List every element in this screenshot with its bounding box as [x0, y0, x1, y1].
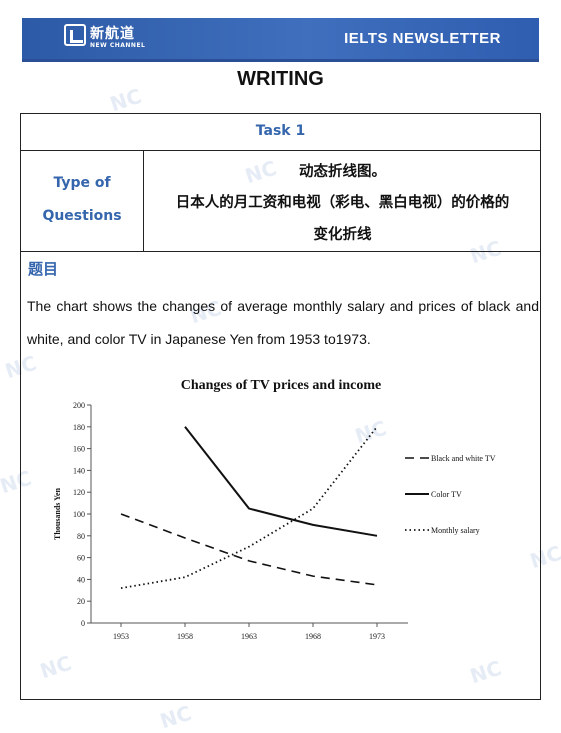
- question-text: The chart shows the changes of average m…: [27, 298, 539, 347]
- y-tick-label: 60: [77, 554, 85, 563]
- y-tick-label: 20: [77, 597, 85, 606]
- y-tick-label: 180: [73, 423, 85, 432]
- section-title: WRITING: [237, 68, 324, 90]
- logo-english-text: NEW CHANNEL: [90, 42, 146, 49]
- y-tick-label: 140: [73, 466, 85, 475]
- question-type-row: Type of Questions 动态折线图。 日本人的月工资和电视（彩电、黑…: [20, 151, 541, 252]
- newsletter-header: 新航道 NEW CHANNEL IELTS NEWSLETTER: [22, 18, 539, 60]
- series-line-color-tv: [184, 426, 378, 537]
- header-divider: [22, 59, 539, 62]
- type-description-line1: 动态折线图。: [299, 164, 386, 180]
- new-channel-logo-icon: [64, 24, 86, 46]
- task-frame: [20, 113, 541, 700]
- question-heading: 题目: [28, 260, 59, 278]
- x-tick-label: 1963: [241, 632, 257, 641]
- type-label-line1: Type of: [53, 175, 111, 191]
- y-tick-label: 80: [77, 532, 85, 541]
- line-chart-svg: Changes of TV prices and income 0 20 40 60 80…: [53, 378, 496, 641]
- series-line-monthly-salary: [120, 426, 378, 590]
- y-tick-label: 40: [77, 575, 85, 584]
- x-tick-label: 1973: [369, 632, 385, 641]
- type-label-line2: Questions: [42, 208, 122, 224]
- newsletter-title: IELTS NEWSLETTER: [344, 30, 501, 47]
- logo-chinese-text: 新航道: [90, 26, 135, 42]
- chart-title: Changes of TV prices and income: [181, 378, 382, 393]
- type-description-line3: 变化折线: [313, 227, 372, 243]
- x-tick-label: 1958: [177, 632, 193, 641]
- y-tick-label: 100: [73, 510, 85, 519]
- x-tick-label: 1953: [113, 632, 129, 641]
- y-axis-label: Thousands Yen: [53, 487, 62, 540]
- y-tick-label: 160: [73, 445, 85, 454]
- question-type-label: Type of Questions: [20, 151, 144, 251]
- line-chart: Changes of TV prices and income 0 20 40 60 80…: [40, 362, 524, 654]
- y-tick-label: 200: [73, 401, 85, 410]
- series-line-black-and-white-tv: [120, 513, 378, 586]
- legend-label: Black and white TV: [431, 454, 496, 463]
- y-tick-label: 120: [73, 488, 85, 497]
- question-type-description: 动态折线图。 日本人的月工资和电视（彩电、黑白电视）的价格的 变化折线: [144, 151, 541, 251]
- x-tick-label: 1968: [305, 632, 321, 641]
- y-tick-label: 0: [81, 619, 85, 628]
- watermark-logo-icon: NC: [157, 700, 195, 733]
- legend-label: Color TV: [431, 490, 462, 499]
- legend-label: Monthly salary: [431, 526, 480, 535]
- type-description-line2: 日本人的月工资和电视（彩电、黑白电视）的价格的: [175, 195, 510, 211]
- task-label: Task 1: [20, 113, 541, 151]
